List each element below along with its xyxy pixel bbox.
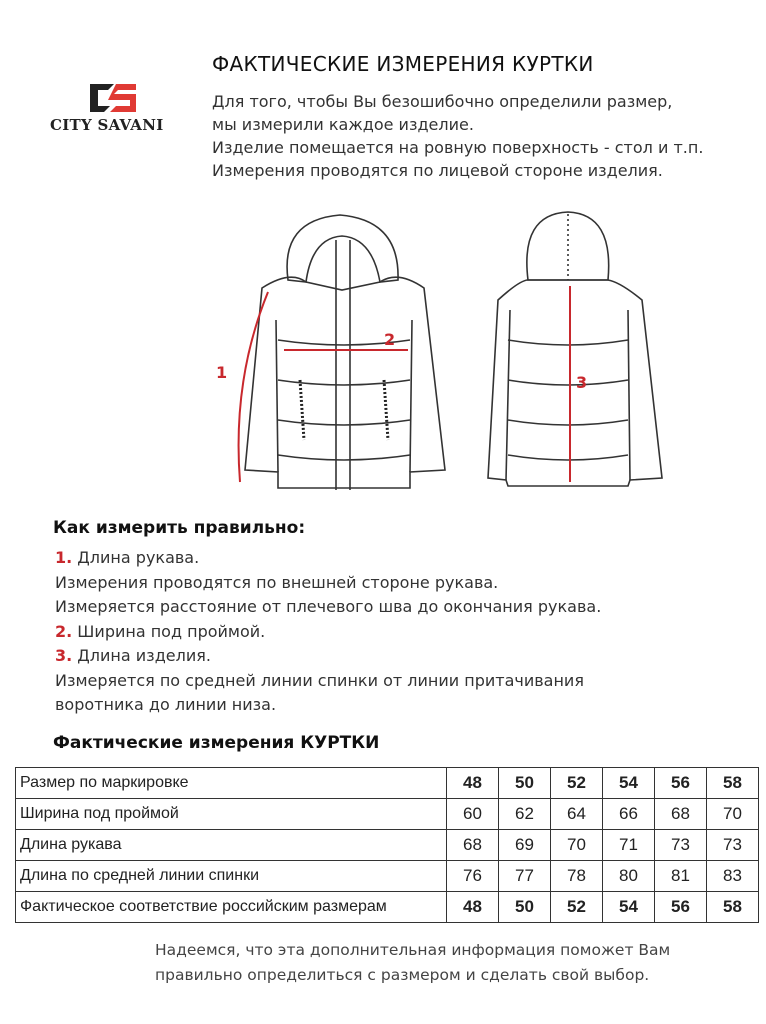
cell-value: 81 bbox=[654, 860, 707, 892]
cell-value: 73 bbox=[654, 829, 707, 861]
table-row: Размер по маркировке 48 50 52 54 56 58 bbox=[15, 767, 759, 799]
table-row: Фактическое соответствие российским разм… bbox=[15, 891, 759, 923]
footer-line: правильно определиться с размером и сдел… bbox=[155, 966, 650, 984]
howto-item: 3. Длина изделия. bbox=[55, 644, 601, 669]
howto-heading: Как измерить правильно: bbox=[53, 518, 306, 538]
table-row: Ширина под проймой 60 62 64 66 68 70 bbox=[15, 798, 759, 830]
howto-item: Измеряется расстояние от плечевого шва д… bbox=[55, 595, 601, 620]
cell-value: 54 bbox=[602, 891, 655, 923]
cell-value: 70 bbox=[550, 829, 603, 861]
cell-value: 50 bbox=[498, 767, 551, 799]
brand-logo-icon bbox=[90, 84, 136, 112]
sleeve-length-arrow bbox=[237, 291, 269, 483]
howto-item: Измеряется по средней линии спинки от ли… bbox=[55, 669, 601, 694]
cell-value: 58 bbox=[706, 767, 759, 799]
cell-value: 70 bbox=[706, 798, 759, 830]
item-text: Измеряется расстояние от плечевого шва д… bbox=[55, 597, 602, 616]
jacket-front-drawing bbox=[244, 214, 446, 490]
table-row: Длина рукава 68 69 70 71 73 73 bbox=[15, 829, 759, 861]
cell-value: 69 bbox=[498, 829, 551, 861]
page-title: ФАКТИЧЕСКИЕ ИЗМЕРЕНИЯ КУРТКИ bbox=[212, 52, 594, 76]
item-text: Измеряется по средней линии спинки от ли… bbox=[55, 670, 584, 690]
cell-value: 48 bbox=[446, 767, 499, 799]
cell-value: 68 bbox=[654, 798, 707, 830]
row-label: Длина по средней линии спинки bbox=[15, 860, 447, 892]
cell-value: 50 bbox=[498, 891, 551, 923]
item-number: 1. bbox=[55, 548, 73, 567]
cell-value: 48 bbox=[446, 891, 499, 923]
cell-value: 52 bbox=[550, 891, 603, 923]
item-text: Длина рукава. bbox=[72, 548, 200, 567]
cell-value: 68 bbox=[446, 829, 499, 861]
footer-line: Надеемся, что эта дополнительная информа… bbox=[155, 941, 671, 959]
row-label: Фактическое соответствие российским разм… bbox=[15, 891, 447, 923]
intro-line: Изделие помещается на ровную поверхность… bbox=[212, 138, 704, 157]
cell-value: 71 bbox=[602, 829, 655, 861]
cell-value: 73 bbox=[706, 829, 759, 861]
size-table: Размер по маркировке 48 50 52 54 56 58 Ширина п… bbox=[15, 767, 759, 923]
howto-item: Измерения проводятся по внешней стороне … bbox=[55, 571, 601, 596]
row-label: Длина рукава bbox=[15, 829, 447, 861]
howto-list: 1. Длина рукава. Измерения проводятся по… bbox=[55, 546, 601, 718]
cell-value: 64 bbox=[550, 798, 603, 830]
item-text: Длина изделия. bbox=[72, 646, 211, 665]
footer-note: Надеемся, что эта дополнительная информа… bbox=[155, 938, 670, 988]
intro-text: Для того, чтобы Вы безошибочно определил… bbox=[212, 90, 703, 182]
item-number: 3. bbox=[55, 646, 73, 665]
item-text: воротника до линии низа. bbox=[55, 695, 277, 714]
jacket-back-drawing bbox=[487, 211, 663, 487]
table-row: Длина по средней линии спинки 76 77 78 80 81 8… bbox=[15, 860, 759, 892]
cell-value: 77 bbox=[498, 860, 551, 892]
cell-value: 60 bbox=[446, 798, 499, 830]
row-label: Ширина под проймой bbox=[15, 798, 447, 830]
cell-value: 54 bbox=[602, 767, 655, 799]
howto-item: воротника до линии низа. bbox=[55, 693, 601, 718]
cell-value: 76 bbox=[446, 860, 499, 892]
item-text: Измерения проводятся по внешней стороне … bbox=[55, 572, 499, 592]
label-3: 3 bbox=[576, 373, 587, 392]
label-2: 2 bbox=[384, 330, 395, 349]
howto-item: 2. Ширина под проймой. bbox=[55, 620, 601, 645]
cell-value: 80 bbox=[602, 860, 655, 892]
item-number: 2. bbox=[55, 621, 73, 641]
intro-line: Для того, чтобы Вы безошибочно определил… bbox=[212, 92, 673, 111]
howto-item: 1. Длина рукава. bbox=[55, 546, 601, 571]
cell-value: 58 bbox=[706, 891, 759, 923]
cell-value: 83 bbox=[706, 860, 759, 892]
row-label: Размер по маркировке bbox=[15, 767, 447, 799]
intro-line: Измерения проводятся по лицевой стороне … bbox=[212, 161, 663, 180]
cell-value: 56 bbox=[654, 767, 707, 799]
intro-line: мы измерили каждое изделие. bbox=[212, 115, 474, 134]
brand-name: CITY SAVANI bbox=[50, 116, 164, 134]
cell-value: 78 bbox=[550, 860, 603, 892]
item-text: Ширина под проймой. bbox=[72, 621, 266, 641]
cell-value: 62 bbox=[498, 798, 551, 830]
cell-value: 56 bbox=[654, 891, 707, 923]
cell-value: 66 bbox=[602, 798, 655, 830]
label-1: 1 bbox=[216, 363, 227, 382]
jacket-diagram: 1 2 3 bbox=[216, 211, 663, 490]
table-heading: Фактические измерения КУРТКИ bbox=[53, 733, 380, 753]
cell-value: 52 bbox=[550, 767, 603, 799]
